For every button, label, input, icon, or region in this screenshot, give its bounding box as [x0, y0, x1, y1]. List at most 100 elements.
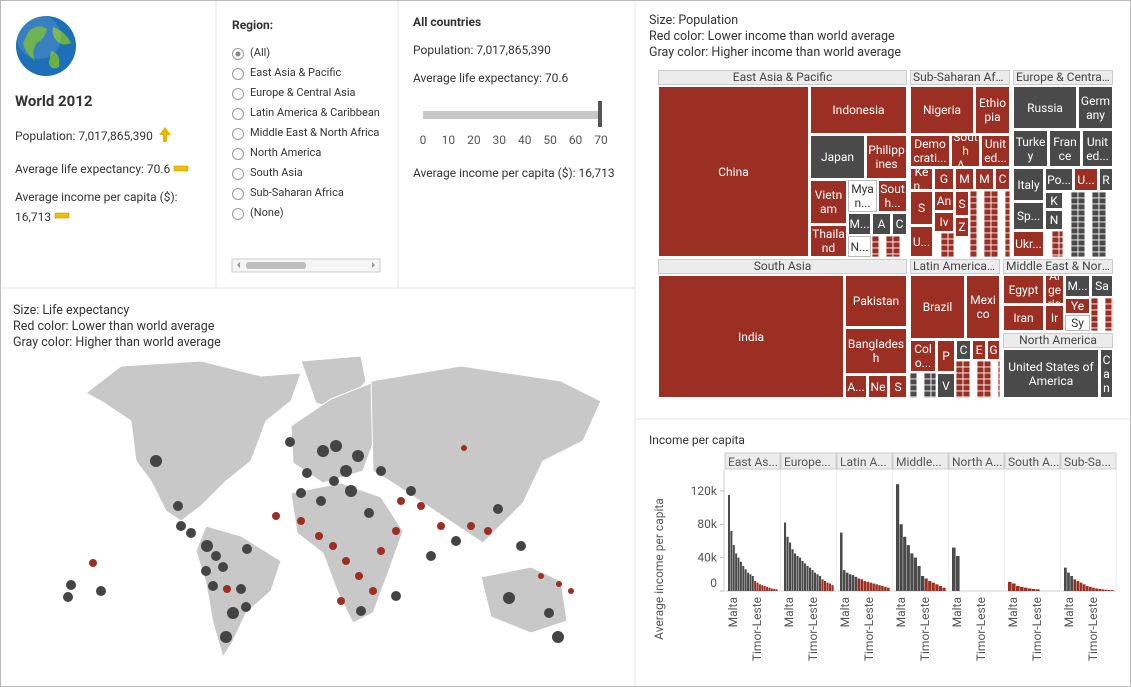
treemap-cell: Sy [1065, 315, 1090, 331]
radio-label[interactable]: Latin America & Caribbean [250, 106, 380, 119]
small-cell [997, 196, 1006, 204]
small-cell [1063, 233, 1072, 241]
slider-track[interactable] [423, 111, 601, 119]
small-cell [1063, 227, 1072, 235]
small-cell [1097, 309, 1106, 317]
small-cell [997, 202, 1006, 210]
small-cell [969, 250, 978, 258]
small-cell [909, 378, 918, 386]
treemap-cell: South A... [951, 135, 980, 167]
small-cell [1063, 245, 1072, 253]
map-dot [342, 557, 350, 565]
radio-button[interactable] [232, 208, 244, 220]
small-cell [1111, 297, 1114, 305]
small-cell [885, 247, 894, 255]
small-cell [878, 241, 887, 249]
small-cell [1105, 191, 1114, 199]
small-cell [1091, 245, 1100, 253]
small-cell [899, 241, 908, 249]
map-dot [493, 504, 503, 514]
small-cell [1098, 197, 1107, 205]
radio-button[interactable] [232, 88, 244, 100]
treemap-cell: Thailand [810, 225, 847, 257]
bar [896, 484, 900, 591]
map-dot [355, 572, 363, 580]
small-cell [1058, 236, 1064, 244]
slider-handle[interactable] [598, 101, 602, 127]
bar [789, 542, 792, 591]
small-cell [990, 238, 999, 246]
small-cell [1091, 239, 1100, 247]
small-cell [955, 396, 964, 399]
trend-flat-icon [54, 212, 70, 219]
small-cell [1063, 215, 1072, 223]
radio-button[interactable] [232, 108, 244, 120]
small-cell [990, 214, 999, 222]
small-cell [1051, 254, 1060, 258]
radio-label[interactable]: (None) [250, 206, 284, 219]
radio-label[interactable]: (All) [250, 46, 271, 59]
small-cell [997, 208, 1006, 216]
bar [744, 569, 747, 591]
radio-label[interactable]: Middle East & North Africa [250, 126, 380, 139]
scrollbar-thumb[interactable] [246, 262, 306, 269]
small-cell [983, 396, 992, 399]
radio-button[interactable] [232, 148, 244, 160]
small-cell [990, 360, 999, 368]
small-cell [997, 384, 1001, 392]
small-cell [976, 214, 985, 222]
small-cell [940, 250, 949, 258]
small-cell [1091, 191, 1100, 199]
bar [739, 561, 742, 591]
radio-button[interactable] [232, 168, 244, 180]
bar [931, 582, 935, 591]
bar [766, 586, 769, 591]
small-cell [997, 390, 1001, 398]
small-cell [947, 244, 955, 252]
map-dot [503, 592, 515, 604]
small-cell [990, 232, 999, 240]
bar [910, 553, 914, 591]
map-dot [317, 445, 329, 457]
radio-label[interactable]: South Asia [250, 166, 303, 179]
small-cell [1091, 221, 1100, 229]
radio-label[interactable]: Europe & Central Asia [250, 86, 356, 99]
map-dot [211, 551, 221, 561]
bar [728, 495, 730, 591]
bar [863, 580, 867, 591]
map-dot [397, 497, 405, 505]
radio-label[interactable]: North America [250, 146, 322, 159]
small-cell [1105, 221, 1114, 229]
map-dot [337, 597, 345, 605]
treemap-cell: Mexico [966, 275, 1000, 339]
small-cell [976, 196, 985, 204]
treemap-cell: Democrati... [910, 135, 950, 167]
bar [1101, 589, 1105, 591]
bar [1107, 589, 1111, 591]
small-cell [976, 396, 985, 399]
small-cell [997, 214, 1006, 222]
bar [831, 585, 834, 591]
small-cell [955, 384, 964, 392]
radio-button[interactable] [232, 68, 244, 80]
radio-label[interactable]: East Asia & Pacific [250, 66, 342, 79]
radio-button[interactable] [232, 188, 244, 200]
bar [801, 560, 804, 591]
small-cell [1111, 303, 1114, 311]
bar [935, 584, 939, 591]
small-cell [1063, 239, 1072, 247]
small-cell [990, 396, 999, 399]
small-cell [990, 226, 999, 234]
small-cell [997, 378, 1001, 386]
x-tick-label: Timor-Leste [1086, 597, 1100, 661]
small-cell [1070, 191, 1079, 199]
bar [742, 565, 745, 591]
radio-button[interactable] [232, 128, 244, 140]
small-cell [909, 372, 918, 380]
radio-label[interactable]: Sub-Saharan Africa [250, 186, 344, 199]
small-cell [1105, 251, 1114, 258]
small-cell [1111, 321, 1114, 329]
bar [866, 581, 870, 591]
treemap-cell: Pakistan [845, 275, 907, 327]
